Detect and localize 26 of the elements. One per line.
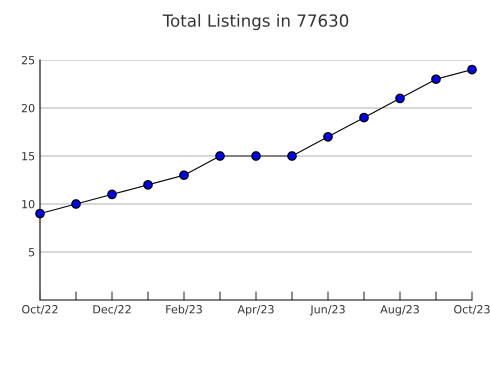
- y-tick-label: 25: [22, 56, 34, 64]
- point: [143, 180, 153, 190]
- x-tick-label: Feb/23: [166, 304, 202, 314]
- y-tick-label: 5: [28, 248, 34, 256]
- point: [251, 151, 261, 161]
- point: [107, 190, 117, 200]
- point: [467, 64, 477, 74]
- chart-title: Total Listings in 77630: [162, 14, 348, 30]
- point: [323, 132, 333, 142]
- x-tick-label: Apr/23: [238, 305, 274, 316]
- point: [395, 94, 405, 104]
- y-tick-label: 10: [22, 200, 34, 208]
- x-tick-label: Oct/23: [454, 305, 490, 314]
- point: [215, 151, 225, 161]
- y-tick-label: 20: [22, 104, 34, 112]
- x-tick-label: Aug/23: [380, 305, 419, 316]
- point: [179, 170, 189, 180]
- y-tick-label: 15: [22, 152, 34, 160]
- x-tick-label: Jun/23: [310, 305, 345, 316]
- point: [35, 208, 45, 218]
- point: [71, 199, 81, 209]
- point: [359, 112, 369, 122]
- point: [287, 151, 297, 161]
- x-tick-label: Dec/22: [93, 305, 131, 314]
- x-tick-label: Oct/22: [22, 305, 58, 314]
- point: [431, 74, 441, 84]
